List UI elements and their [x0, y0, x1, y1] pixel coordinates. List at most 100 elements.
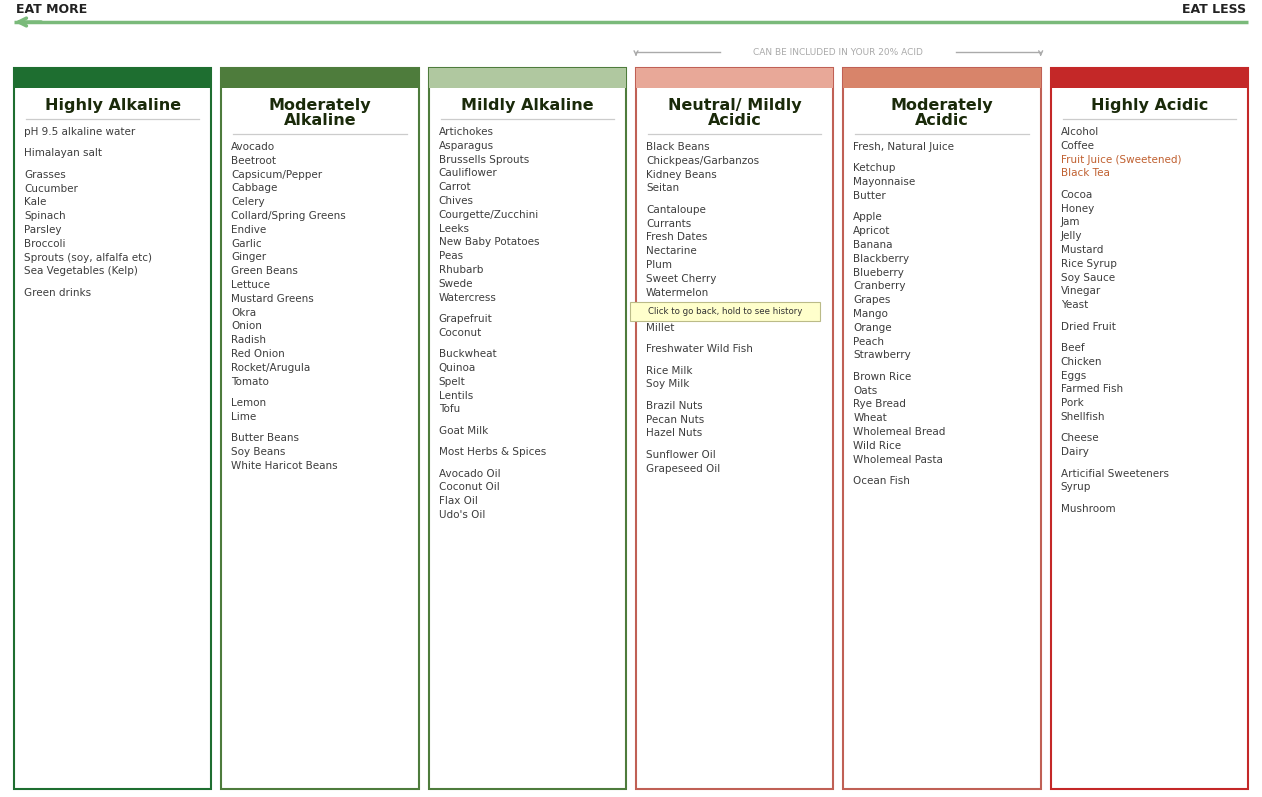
- Text: Soy Milk: Soy Milk: [646, 379, 689, 390]
- Text: Buckwheat: Buckwheat: [439, 349, 496, 359]
- Text: Tofu: Tofu: [439, 404, 459, 414]
- Text: Avocado: Avocado: [231, 142, 275, 152]
- Text: Butter: Butter: [853, 191, 886, 201]
- Text: Ocean Fish: Ocean Fish: [853, 476, 910, 486]
- Text: Black Tea: Black Tea: [1060, 168, 1109, 179]
- Text: Rocket/Arugula: Rocket/Arugula: [231, 363, 310, 373]
- Text: Okra: Okra: [231, 308, 256, 317]
- Text: Coconut Oil: Coconut Oil: [439, 482, 500, 493]
- Text: Moderately: Moderately: [269, 98, 371, 113]
- Text: Rice Syrup: Rice Syrup: [1060, 259, 1117, 269]
- Text: Garlic: Garlic: [231, 238, 262, 249]
- Text: Syrup: Syrup: [1060, 482, 1092, 493]
- Text: Mushroom: Mushroom: [1060, 504, 1116, 514]
- Text: Ketchup: Ketchup: [853, 163, 896, 174]
- Text: Kale: Kale: [24, 198, 47, 207]
- Text: Nectarine: Nectarine: [646, 246, 697, 256]
- Text: Highly Alkaline: Highly Alkaline: [44, 98, 180, 113]
- Text: Neutral/ Mildly: Neutral/ Mildly: [668, 98, 801, 113]
- Text: Mustard: Mustard: [1060, 245, 1103, 255]
- Text: Udo's Oil: Udo's Oil: [439, 510, 485, 520]
- Bar: [221, 68, 419, 88]
- Text: Grasses: Grasses: [24, 170, 66, 180]
- Text: Collard/Spring Greens: Collard/Spring Greens: [231, 211, 346, 221]
- Text: Apricot: Apricot: [853, 226, 891, 236]
- Text: Sweet Cherry: Sweet Cherry: [646, 274, 717, 284]
- Text: Mustard Greens: Mustard Greens: [231, 294, 314, 304]
- Text: Butter Beans: Butter Beans: [231, 434, 299, 443]
- Text: Cocoa: Cocoa: [1060, 190, 1093, 200]
- Text: Acidic: Acidic: [708, 113, 761, 128]
- Text: Swede: Swede: [439, 279, 473, 289]
- Text: Dried Fruit: Dried Fruit: [1060, 321, 1116, 332]
- Text: Mango: Mango: [853, 309, 888, 319]
- Text: Acidic: Acidic: [915, 113, 969, 128]
- Text: Jam: Jam: [1060, 218, 1080, 227]
- Text: Black Beans: Black Beans: [646, 142, 709, 152]
- Text: Vinegar: Vinegar: [1060, 286, 1100, 296]
- Text: Spelt: Spelt: [439, 377, 466, 387]
- Text: Tomato: Tomato: [231, 377, 269, 387]
- Bar: [14, 68, 211, 789]
- Text: New Baby Potatoes: New Baby Potatoes: [439, 238, 539, 247]
- Text: Eggs: Eggs: [1060, 371, 1085, 381]
- Text: Cantaloupe: Cantaloupe: [646, 205, 705, 214]
- Text: Broccoli: Broccoli: [24, 239, 66, 249]
- Text: Yeast: Yeast: [1060, 300, 1088, 310]
- Text: Plum: Plum: [646, 260, 671, 270]
- Text: Brown Rice: Brown Rice: [853, 371, 911, 382]
- Text: Coconut: Coconut: [439, 328, 482, 338]
- Text: Fresh Dates: Fresh Dates: [646, 233, 708, 242]
- Text: Soy Beans: Soy Beans: [231, 447, 285, 457]
- Text: Peach: Peach: [853, 336, 885, 347]
- Text: Grapes: Grapes: [853, 295, 891, 305]
- Text: Sprouts (soy, alfalfa etc): Sprouts (soy, alfalfa etc): [24, 253, 151, 262]
- Text: Goat Milk: Goat Milk: [439, 426, 488, 436]
- Bar: [429, 68, 626, 789]
- Text: Most Herbs & Spices: Most Herbs & Spices: [439, 447, 546, 457]
- Bar: [1051, 68, 1248, 789]
- Text: Fresh, Natural Juice: Fresh, Natural Juice: [853, 142, 954, 152]
- Text: Wholemeal Bread: Wholemeal Bread: [853, 427, 945, 437]
- Text: CAN BE INCLUDED IN YOUR 20% ACID: CAN BE INCLUDED IN YOUR 20% ACID: [753, 48, 924, 57]
- Text: Chicken: Chicken: [1060, 357, 1102, 367]
- Text: EAT LESS: EAT LESS: [1182, 3, 1246, 16]
- Text: Beetroot: Beetroot: [231, 155, 276, 166]
- Bar: [221, 68, 419, 789]
- Text: Strawberry: Strawberry: [853, 351, 911, 360]
- Text: Quinoa: Quinoa: [439, 363, 476, 373]
- Text: Wild Rice: Wild Rice: [853, 441, 901, 451]
- Bar: [1051, 68, 1248, 88]
- Text: Cabbage: Cabbage: [231, 183, 278, 194]
- Text: Artichokes: Artichokes: [439, 127, 493, 137]
- Text: Endive: Endive: [231, 225, 266, 235]
- Text: Blackberry: Blackberry: [853, 253, 910, 264]
- Text: Avocado Oil: Avocado Oil: [439, 469, 500, 478]
- Text: Moderately: Moderately: [891, 98, 993, 113]
- Text: Himalayan salt: Himalayan salt: [24, 148, 102, 159]
- Text: Mildly Alkaline: Mildly Alkaline: [461, 98, 593, 113]
- Text: Red Onion: Red Onion: [231, 349, 285, 359]
- Text: Grapeseed Oil: Grapeseed Oil: [646, 464, 721, 473]
- Text: Green drinks: Green drinks: [24, 288, 91, 298]
- Text: White Haricot Beans: White Haricot Beans: [231, 461, 338, 471]
- Text: Fruit Juice (Sweetened): Fruit Juice (Sweetened): [1060, 155, 1181, 165]
- Text: Articifial Sweeteners: Articifial Sweeteners: [1060, 469, 1169, 478]
- Text: Brussells Sprouts: Brussells Sprouts: [439, 155, 529, 165]
- Text: Rice Milk: Rice Milk: [646, 366, 693, 375]
- Text: Millet: Millet: [646, 323, 674, 333]
- Text: Leeks: Leeks: [439, 224, 468, 234]
- Bar: [636, 68, 833, 789]
- Text: pH 9.5 alkaline water: pH 9.5 alkaline water: [24, 127, 135, 137]
- Text: Celery: Celery: [231, 197, 265, 207]
- Text: Carrot: Carrot: [439, 183, 471, 192]
- Text: Rhubarb: Rhubarb: [439, 265, 483, 275]
- Bar: [14, 68, 211, 88]
- Text: Soy Sauce: Soy Sauce: [1060, 273, 1114, 283]
- Text: Beef: Beef: [1060, 343, 1084, 353]
- Text: Ginger: Ginger: [231, 253, 266, 262]
- Text: Jelly: Jelly: [1060, 231, 1083, 241]
- Text: Lettuce: Lettuce: [231, 280, 270, 290]
- Text: Radish: Radish: [231, 336, 266, 345]
- Text: Lemon: Lemon: [231, 398, 266, 408]
